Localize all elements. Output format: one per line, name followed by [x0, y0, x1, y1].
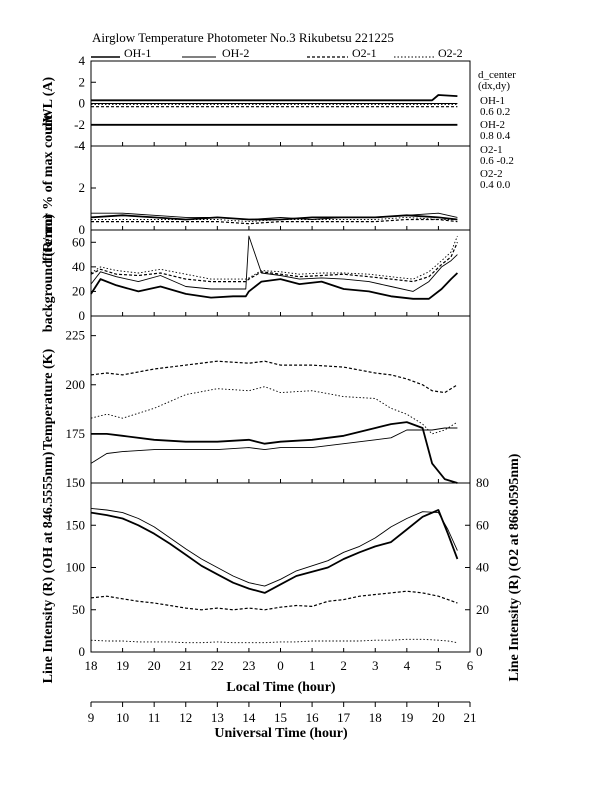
y-tick-label-2-2: 20: [72, 283, 85, 298]
x-tick-label-ut-3: 12: [179, 710, 192, 725]
y-right-tick-label-1: 60: [476, 517, 489, 532]
y-axis-label-right: Line Intensity (R) (O2 at 866.0595nm): [507, 453, 522, 681]
y-tick-label-3-0: 225: [66, 328, 86, 343]
note-d-center: d_center: [478, 69, 516, 81]
series-2-3-o2-2: [90, 235, 458, 280]
x-tick-label-local-2: 20: [148, 658, 161, 673]
x-axis-label-local: Local Time (hour): [226, 680, 335, 695]
panel-frame-2: [90, 229, 471, 317]
y-tick-label-3-3: 150: [66, 475, 86, 490]
series-1-1-oh-2: [91, 212, 458, 220]
y-tick-label-2-1: 40: [72, 259, 85, 274]
y-tick-label-2-3: 0: [79, 308, 86, 323]
series-3-2-o2-1: [90, 360, 458, 394]
series-3-3-o2-2: [90, 386, 458, 435]
x-tick-label-ut-0: 9: [88, 710, 95, 725]
series-1-3-o2-2: [91, 216, 458, 223]
x-tick-label-local-3: 21: [179, 658, 192, 673]
series-2-1-oh-2: [90, 235, 458, 292]
x-tick-label-local-1: 19: [116, 658, 129, 673]
chart-title: Airglow Temperature Photometer No.3 Riku…: [92, 30, 394, 45]
panel-frame-3: [90, 315, 471, 484]
series-0-0-oh-1: [91, 94, 458, 102]
y-tick-label-4-0: 150: [66, 517, 86, 532]
x-tick-label-ut-8: 17: [337, 710, 351, 725]
x-tick-label-local-4: 22: [211, 658, 224, 673]
x-axis-label-ut: Universal Time (hour): [214, 726, 348, 741]
series-2-0-oh-1: [90, 272, 459, 300]
y-tick-label-1-1: 2: [79, 180, 86, 195]
note-oh1: OH-1: [480, 95, 505, 107]
y-axis-label-2: background (R/nm): [41, 213, 56, 332]
y-tick-label-2-0: 60: [72, 234, 85, 249]
y-tick-label-4-1: 100: [66, 560, 86, 575]
note-oh1-val: 0.6 0.2: [480, 106, 510, 118]
x-tick-label-local-12: 6: [467, 658, 474, 673]
note-o21-val: 0.6 -0.2: [480, 155, 514, 167]
x-tick-label-ut-10: 19: [400, 710, 413, 725]
y-axis-label-3: Temperature (K): [41, 348, 56, 450]
series-1-2-o2-1: [91, 218, 458, 225]
x-tick-label-local-11: 5: [435, 658, 442, 673]
right-notes: d_center (dx,dy) OH-1 0.6 0.2 OH-2 0.8 0…: [478, 69, 516, 191]
y-tick-label-4-3: 0: [79, 644, 86, 659]
y-tick-label-1-2: 0: [79, 222, 86, 237]
note-oh2-val: 0.8 0.4: [480, 130, 511, 142]
x-tick-label-ut-2: 11: [148, 710, 161, 725]
x-tick-label-local-7: 1: [309, 658, 316, 673]
note-oh2: OH-2: [480, 119, 505, 131]
note-dxdy: (dx,dy): [478, 80, 510, 92]
y-right-tick-label-2: 40: [476, 560, 489, 575]
x-tick-label-ut-1: 10: [116, 710, 129, 725]
y-tick-label-3-2: 175: [66, 426, 86, 441]
series-3-0-oh-1: [91, 421, 458, 484]
x-tick-label-local-0: 18: [85, 658, 98, 673]
y-axis-label-1: fit error % of max count: [41, 114, 56, 261]
series-3-1-oh-2: [90, 427, 458, 464]
series-4-2-o2-1: [90, 590, 458, 611]
panel-frame-4: [90, 482, 471, 653]
y-right-tick-label-0: 80: [476, 475, 489, 490]
note-o21: O2-1: [480, 144, 503, 156]
note-o22: O2-2: [480, 168, 503, 180]
x-tick-label-ut-12: 21: [464, 710, 477, 725]
y-tick-label-3-1: 200: [66, 377, 86, 392]
y-right-tick-label-4: 0: [476, 644, 483, 659]
x-tick-label-ut-7: 16: [306, 710, 320, 725]
x-tick-label-ut-4: 13: [211, 710, 224, 725]
x-tick-label-ut-5: 14: [242, 710, 256, 725]
x-tick-label-local-8: 2: [340, 658, 347, 673]
legend-label-oh1: OH-1: [124, 46, 151, 60]
y-tick-label-4-2: 50: [72, 602, 85, 617]
legend-label-o21: O2-1: [352, 46, 377, 60]
y-right-tick-label-3: 20: [476, 602, 489, 617]
x-tick-label-local-10: 4: [404, 658, 411, 673]
series-4-0-oh-1: [90, 509, 459, 594]
y-axis-label-0: dWL (A): [41, 77, 56, 131]
x-tick-label-local-5: 23: [242, 658, 255, 673]
x-tick-label-local-6: 0: [277, 658, 284, 673]
x-tick-label-ut-6: 15: [274, 710, 287, 725]
legend: OH-1 OH-2 O2-1 O2-2: [91, 46, 463, 60]
legend-label-o22: O2-2: [438, 46, 463, 60]
y-tick-label-0-4: -4: [74, 138, 85, 153]
x-tick-label-local-9: 3: [372, 658, 379, 673]
y-tick-label-0-2: 0: [79, 96, 86, 111]
y-tick-label-1-0: 4: [79, 138, 86, 153]
series-2-2-o2-1: [90, 242, 458, 283]
series-4-1-oh-2: [90, 507, 458, 587]
y-axis-label-4: Line Intensity (R) (OH at 846.5555nm): [41, 451, 56, 683]
y-tick-label-0-0: 4: [79, 53, 86, 68]
series-4-3-o2-2: [90, 638, 458, 644]
x-tick-label-ut-9: 18: [369, 710, 382, 725]
legend-label-oh2: OH-2: [222, 46, 249, 60]
y-tick-label-0-3: -2: [74, 117, 85, 132]
y-tick-label-0-1: 2: [79, 74, 86, 89]
x-tick-label-ut-11: 20: [432, 710, 445, 725]
note-o22-val: 0.4 0.0: [480, 179, 511, 191]
